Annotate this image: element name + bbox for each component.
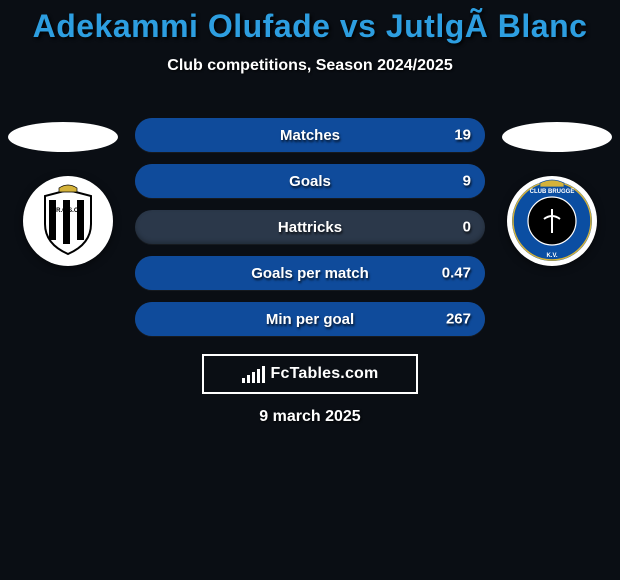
footer-date: 9 march 2025 — [0, 408, 620, 426]
stat-label: Min per goal — [266, 311, 354, 328]
svg-text:CLUB BRUGGE: CLUB BRUGGE — [530, 189, 575, 195]
stat-label: Goals per match — [251, 265, 369, 282]
stat-row: Hattricks 0 — [135, 210, 485, 244]
left-oval-shadow — [8, 122, 118, 152]
page-title: Adekammi Olufade vs JutlgÃ Blanc — [0, 0, 620, 45]
right-oval-shadow — [502, 122, 612, 152]
svg-text:K.V.: K.V. — [546, 253, 557, 259]
stat-label: Hattricks — [278, 219, 342, 236]
right-club-crest: CLUB BRUGGE K.V. — [507, 176, 597, 266]
stat-label: Goals — [289, 173, 331, 190]
stat-value-right: 267 — [446, 311, 471, 328]
stats-panel: Matches 19 Goals 9 Hattricks 0 Goals per match… — [135, 118, 485, 348]
stat-value-right: 0.47 — [442, 265, 471, 282]
brand-bars-icon — [242, 365, 265, 383]
stat-row: Goals per match 0.47 — [135, 256, 485, 290]
left-club-crest: R.C.S.C. — [23, 176, 113, 266]
stat-row: Min per goal 267 — [135, 302, 485, 336]
stat-row: Goals 9 — [135, 164, 485, 198]
page-subtitle: Club competitions, Season 2024/2025 — [0, 57, 620, 75]
stat-row: Matches 19 — [135, 118, 485, 152]
stat-value-right: 19 — [454, 127, 471, 144]
brand-box: FcTables.com — [202, 354, 418, 394]
stat-value-right: 9 — [463, 173, 471, 190]
brand-text: FcTables.com — [271, 365, 379, 383]
svg-text:R.C.S.C.: R.C.S.C. — [56, 208, 80, 214]
stat-label: Matches — [280, 127, 340, 144]
circle-badge-icon: CLUB BRUGGE K.V. — [510, 179, 594, 263]
shield-icon: R.C.S.C. — [31, 184, 105, 258]
stat-value-right: 0 — [463, 219, 471, 236]
